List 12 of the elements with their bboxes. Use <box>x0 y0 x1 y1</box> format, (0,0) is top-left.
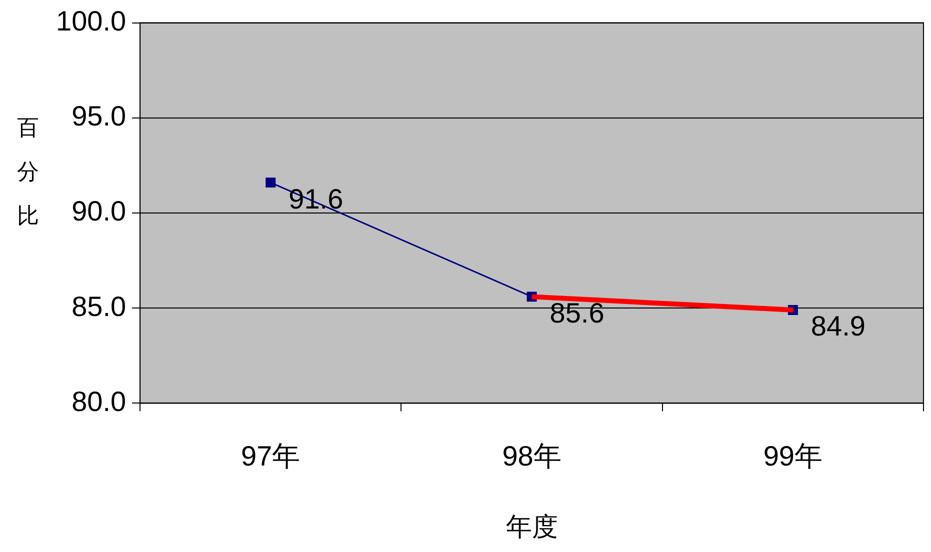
y-tick-label: 80.0 <box>72 386 126 417</box>
point <box>266 178 276 188</box>
x-tick-label: 98年 <box>502 440 562 472</box>
y-tick-label: 100.0 <box>56 6 126 37</box>
x-tick-label: 97年 <box>241 440 300 472</box>
x-tick-label: 99年 <box>763 440 823 472</box>
y-axis-title: 百分比 <box>17 115 39 228</box>
y-tick-label: 90.0 <box>72 196 126 227</box>
x-axis-title: 年度 <box>506 512 558 542</box>
y-tick-label: 95.0 <box>72 100 126 132</box>
data-label: 84.9 <box>810 310 866 342</box>
y-tick-label: 85.0 <box>72 290 126 322</box>
